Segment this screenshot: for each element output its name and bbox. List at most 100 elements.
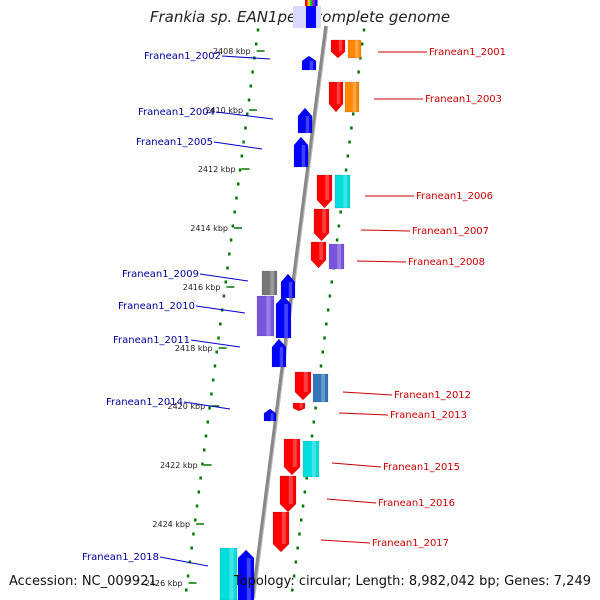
scale-label: 2410 kbp — [205, 106, 243, 115]
gene-label-leader — [360, 229, 411, 232]
tick-track-left — [217, 336, 220, 340]
tick-track-left — [194, 518, 197, 522]
tick-track-right — [323, 336, 326, 340]
tick-track-left — [197, 490, 201, 494]
gene-forward-2008 — [310, 241, 327, 269]
gene-label-forward: Franean1_2017 — [372, 538, 449, 549]
gene-forward-2008-shine — [319, 242, 323, 260]
gene-label-leader — [199, 273, 249, 282]
tick-track-left — [249, 84, 253, 88]
gene-label-forward: Franean1_2012 — [394, 390, 471, 401]
tick-track-right — [298, 532, 301, 536]
tick-track-right — [319, 364, 323, 368]
top-color-strip — [305, 0, 308, 6]
gene-label-reverse: Franean1_2002 — [144, 51, 221, 62]
gene-label-reverse: Franean1_2004 — [138, 107, 215, 118]
tick-track-left — [233, 210, 236, 214]
gene-reverse-2014 — [263, 408, 277, 422]
gene-forward-2006-shine — [325, 175, 329, 200]
top-color-strip — [312, 0, 315, 6]
scale-label: 2412 kbp — [198, 165, 236, 174]
scale-label: 2422 kbp — [160, 461, 198, 470]
tick-track-right — [330, 280, 333, 284]
scale-label: 2408 kbp — [213, 47, 251, 56]
tick-track-right — [294, 560, 298, 564]
tick-track-right — [360, 42, 364, 46]
gene-forward-2003-shine — [336, 82, 341, 104]
feature-box-2008 — [328, 243, 345, 270]
gene-label-reverse: Franean1_2018 — [82, 552, 159, 563]
tick-track-left — [215, 350, 219, 354]
gene-label-leader — [331, 462, 382, 468]
gene-label-leader — [338, 412, 389, 416]
gene-label-forward: Franean1_2013 — [390, 410, 467, 421]
gene-forward-2013-shine — [299, 403, 303, 409]
gene-forward-2016 — [279, 475, 297, 513]
tick-track-right — [303, 490, 307, 494]
tick-track-left — [195, 504, 199, 508]
feature-box-2012 — [312, 373, 329, 403]
gene-forward-2016-shine — [288, 476, 293, 504]
tick-track-right — [301, 504, 305, 508]
gene-reverse-2011-shine — [279, 347, 284, 367]
gene-label-forward: Franean1_2015 — [383, 462, 460, 473]
tick-track-left — [206, 420, 210, 424]
tick-track-left — [210, 392, 213, 396]
feature-box-2008-shine — [337, 244, 341, 269]
feature-box-2018 — [219, 547, 238, 600]
top-color-strip — [315, 0, 318, 6]
gene-forward-2001 — [330, 39, 346, 59]
accession-text: Accession: NC_009921 — [9, 574, 157, 589]
tick-track-right — [291, 588, 294, 592]
gene-label-forward: Franean1_2006 — [416, 191, 493, 202]
tick-track-right — [321, 350, 325, 354]
gene-forward-2003 — [328, 81, 344, 113]
tick-track-left — [211, 378, 215, 382]
feature-box-2015 — [302, 440, 320, 478]
gene-reverse-2018-shine — [246, 558, 251, 600]
tick-track-right — [312, 420, 316, 424]
gene-forward-2001-shine — [338, 40, 343, 52]
scale-label: 2418 kbp — [175, 344, 213, 353]
gene-label-leader — [221, 55, 271, 60]
tick-track-left — [229, 238, 233, 242]
gene-reverse-2010-shine — [284, 304, 288, 338]
gene-forward-2007-shine — [322, 209, 326, 233]
tick-track-right — [350, 126, 353, 130]
feature-box-2010-shine — [266, 296, 271, 336]
gene-label-leader — [320, 539, 371, 544]
tick-track-left — [208, 406, 211, 410]
feature-box-2015-shine — [311, 441, 316, 477]
tick-track-right — [310, 434, 314, 438]
tick-track-left — [190, 546, 193, 550]
genome-backbone-highlight — [254, 25, 329, 599]
tick-track-left — [219, 322, 222, 326]
tick-track-right — [328, 294, 332, 298]
tick-track-left — [251, 70, 254, 74]
gene-label-reverse: Franean1_2010 — [118, 301, 195, 312]
top-blue-block — [306, 6, 316, 28]
gene-reverse-2002 — [301, 55, 317, 71]
tick-track-right — [339, 210, 342, 214]
genome-summary-text: Topology: circular; Length: 8,982,042 bp… — [233, 574, 591, 589]
tick-track-left — [224, 280, 227, 284]
feature-box-2006 — [334, 174, 351, 209]
feature-box-2001-shine — [355, 40, 359, 58]
tick-track-left — [240, 154, 244, 158]
gene-forward-2012 — [294, 371, 312, 401]
gene-forward-2015-shine — [292, 439, 297, 467]
tick-track-left — [188, 560, 192, 564]
feature-box-2006-shine — [343, 175, 347, 208]
tick-track-left — [226, 266, 229, 270]
feature-box-2018-shine — [229, 548, 234, 600]
tick-track-left — [256, 28, 260, 32]
gene-label-leader — [342, 391, 393, 396]
tick-track-left — [192, 532, 195, 536]
scale-label: 2424 kbp — [152, 520, 190, 529]
tick-track-left — [244, 126, 247, 130]
gene-forward-2015 — [283, 438, 301, 476]
tick-track-right — [296, 546, 299, 550]
gene-forward-2012-shine — [303, 372, 308, 392]
tick-track-left — [254, 42, 258, 46]
